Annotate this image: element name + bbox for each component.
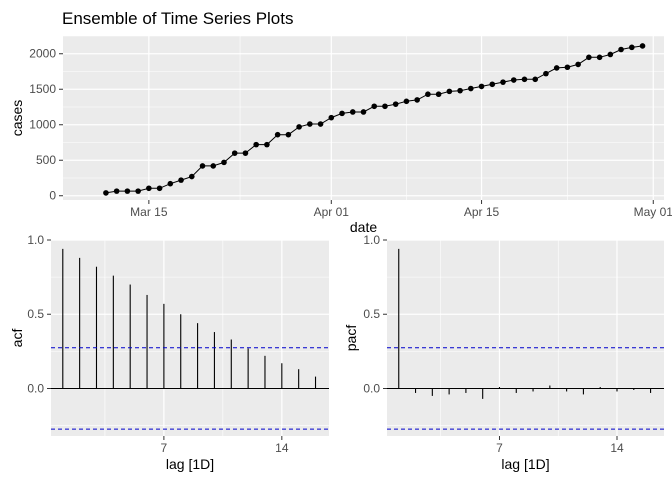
- data-point: [285, 131, 292, 138]
- data-point: [382, 103, 388, 110]
- x-tick-label: Mar 15: [130, 205, 168, 219]
- data-point: [296, 124, 302, 130]
- data-point: [328, 114, 335, 121]
- data-point: [532, 76, 539, 83]
- data-point: [500, 79, 506, 85]
- y-axis-title: pacf: [343, 325, 359, 352]
- data-point: [435, 91, 442, 98]
- x-axis-title: date: [350, 219, 377, 235]
- data-point: [146, 185, 152, 192]
- x-tick-label: 7: [161, 441, 168, 455]
- data-point: [317, 121, 324, 127]
- data-point: [457, 87, 463, 94]
- data-point: [156, 185, 163, 192]
- data-point: [167, 180, 174, 187]
- data-point: [135, 188, 141, 194]
- data-point: [339, 110, 345, 117]
- cases-time-series-panel: 0 500 1000 1500 2000 Mar 15 Apr 01 Apr 15 May 01…: [9, 35, 672, 235]
- data-point: [349, 109, 356, 115]
- y-tick-label: 1.0: [27, 233, 44, 247]
- data-point: [242, 150, 249, 156]
- data-point: [253, 141, 259, 148]
- y-tick-label: 500: [36, 153, 56, 167]
- data-point: [564, 64, 571, 71]
- y-tick-label: 0.0: [27, 381, 44, 395]
- y-tick-label: 0.0: [363, 381, 380, 395]
- data-point: [639, 43, 646, 49]
- data-point: [264, 141, 270, 148]
- y-tick-label: 0.5: [363, 307, 380, 321]
- y-tick-label: 0.5: [27, 307, 44, 321]
- data-point: [478, 83, 485, 90]
- plot-background: [387, 240, 664, 436]
- data-point: [553, 65, 560, 71]
- y-tick-label: 2000: [29, 47, 56, 61]
- data-point: [103, 190, 109, 196]
- y-tick-label: 0: [49, 189, 56, 203]
- data-point: [414, 97, 420, 103]
- plot-background: [51, 240, 329, 436]
- y-axis-title: cases: [9, 100, 25, 137]
- x-tick-label: 14: [275, 441, 289, 455]
- data-point: [307, 121, 313, 127]
- data-point: [188, 173, 195, 180]
- data-point: [371, 103, 378, 110]
- data-point: [221, 159, 227, 166]
- data-point: [113, 188, 120, 194]
- data-point: [596, 54, 603, 61]
- data-point: [199, 163, 206, 169]
- data-point: [489, 81, 496, 88]
- data-point: [231, 150, 238, 156]
- x-axis-title: lag [1D]: [166, 456, 214, 472]
- chart-title: Ensemble of Time Series Plots: [62, 9, 293, 28]
- y-tick-label: 1500: [29, 82, 56, 96]
- pacf-panel: 0.0 0.5 1.0 7 14 lag [1D] pacf: [343, 233, 664, 472]
- data-point: [360, 109, 367, 115]
- y-tick-label: 1000: [29, 118, 56, 132]
- data-point: [575, 61, 581, 68]
- x-tick-label: 14: [610, 441, 624, 455]
- data-point: [446, 88, 453, 95]
- y-axis-title: acf: [9, 329, 25, 348]
- data-point: [521, 76, 528, 83]
- data-point: [403, 98, 410, 105]
- data-point: [274, 131, 281, 138]
- acf-panel: 0.0 0.5 1.0 7 14 lag [1D] acf: [9, 233, 329, 472]
- data-point: [510, 77, 517, 83]
- data-point: [425, 91, 431, 98]
- y-tick-label: 1.0: [363, 233, 380, 247]
- x-axis-title: lag [1D]: [501, 456, 549, 472]
- data-point: [178, 177, 184, 183]
- x-tick-label: Apr 01: [314, 205, 350, 219]
- data-point: [468, 85, 474, 92]
- data-point: [607, 51, 614, 58]
- x-tick-label: Apr 15: [464, 205, 500, 219]
- data-point: [210, 163, 217, 169]
- data-point: [586, 54, 592, 61]
- x-tick-label: May 01: [634, 205, 672, 219]
- x-tick-label: 7: [496, 441, 503, 455]
- data-point: [392, 101, 399, 107]
- data-point: [543, 70, 549, 77]
- data-point: [124, 188, 131, 194]
- data-point: [618, 46, 624, 53]
- data-point: [629, 44, 635, 51]
- plot-background: [63, 36, 664, 200]
